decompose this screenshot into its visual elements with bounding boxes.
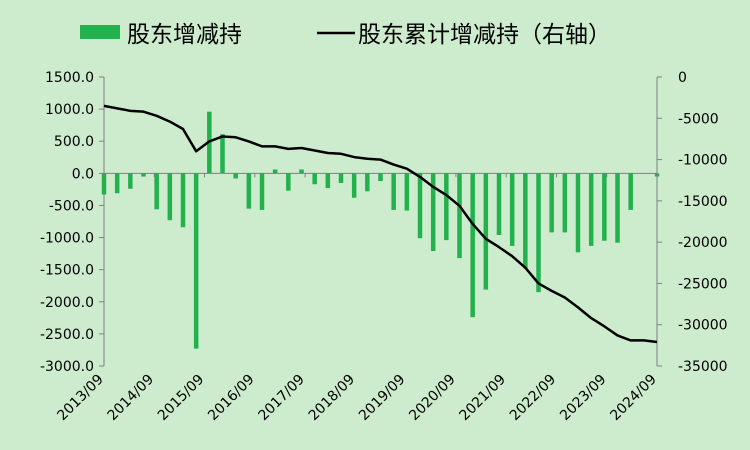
- y-right-ticks: 0 -5000 -10000 -15000 -20000 -25000 -30000 -350…: [657, 70, 728, 375]
- bar-20: [365, 173, 370, 192]
- x-tick-label: 2019/09: [356, 372, 408, 424]
- axes: [103, 77, 658, 366]
- x-tick-label: 2014/09: [105, 372, 157, 424]
- bar-0: [101, 173, 107, 195]
- y-left-tick-label: 500.0: [54, 134, 94, 150]
- bar-3: [141, 173, 146, 177]
- legend-line-label: 股东累计增减持（右轴）: [358, 22, 611, 48]
- y-right-tick-label: -20000: [678, 235, 728, 251]
- bar-38: [602, 173, 607, 241]
- bar-40: [628, 173, 633, 210]
- y-left-tick-label: -3000.0: [40, 359, 94, 375]
- bar-12: [259, 173, 265, 210]
- cumulative-line: [103, 104, 658, 344]
- bar-36: [575, 173, 581, 253]
- bar-10: [233, 173, 238, 179]
- bar-6: [180, 173, 186, 228]
- bar-32: [523, 173, 528, 269]
- y-right-tick-label: -25000: [678, 276, 728, 292]
- y-left-tick-label: 1500.0: [45, 70, 94, 86]
- bar-39: [615, 173, 620, 243]
- y-left-tick-label: -2500.0: [40, 327, 94, 343]
- x-tick-label: 2018/09: [306, 372, 358, 424]
- bar-34: [549, 173, 554, 233]
- y-left-tick-label: -500.0: [49, 198, 94, 214]
- bar-29: [483, 173, 489, 290]
- bar-15: [299, 169, 304, 174]
- bar-33: [536, 173, 541, 293]
- bar-31: [509, 173, 515, 246]
- x-tick-label: 2013/09: [54, 372, 106, 424]
- line-series: [103, 104, 658, 344]
- bar-23: [404, 173, 410, 211]
- y-right-tick-label: -5000: [678, 111, 719, 127]
- bar-35: [562, 173, 568, 233]
- y-right-tick-label: 0: [678, 70, 687, 86]
- x-tick-label: 2017/09: [255, 372, 307, 424]
- x-tick-label: 2022/09: [507, 372, 559, 424]
- y-left-tick-label: 1000.0: [45, 102, 94, 118]
- x-ticks: 2013/092014/092015/092016/092017/092018/…: [54, 173, 660, 424]
- bar-1: [114, 173, 120, 194]
- bar-9: [220, 134, 225, 174]
- y-right-tick-label: -30000: [678, 318, 728, 334]
- bar-16: [312, 173, 317, 185]
- bar-26: [444, 173, 449, 241]
- y-right-tick-label: -15000: [678, 194, 728, 210]
- x-tick-label: 2024/09: [607, 372, 659, 424]
- x-tick-label: 2016/09: [205, 372, 257, 424]
- y-left-tick-label: -1000.0: [40, 231, 94, 247]
- y-right-tick-label: -10000: [678, 153, 728, 169]
- bar-11: [246, 173, 252, 209]
- bar-14: [286, 173, 291, 191]
- bar-5: [167, 173, 173, 221]
- bar-7: [193, 173, 199, 349]
- legend-bar-label: 股东增减持: [127, 22, 242, 48]
- bar-21: [378, 173, 383, 182]
- bar-25: [430, 173, 436, 252]
- y-left-tick-label: 0.0: [72, 166, 94, 182]
- bar-28: [470, 173, 475, 318]
- bar-37: [588, 173, 594, 246]
- x-tick-label: 2021/09: [457, 372, 509, 424]
- legend-bar-swatch: [80, 25, 120, 39]
- bar-27: [457, 173, 462, 259]
- bar-22: [391, 173, 396, 210]
- bar-24: [417, 173, 423, 239]
- x-tick-label: 2023/09: [557, 372, 609, 424]
- bar-13: [272, 169, 278, 174]
- bar-17: [325, 173, 331, 189]
- bar-30: [496, 173, 502, 235]
- y-left-tick-label: -1500.0: [40, 263, 94, 279]
- x-tick-label: 2020/09: [406, 372, 458, 424]
- bar-18: [338, 173, 344, 183]
- legend: 股东增减持 股东累计增减持（右轴）: [80, 22, 611, 48]
- y-left-ticks: 1500.0 1000.0 500.0 0.0 -500.0 -1000.0 -1500.0…: [40, 70, 104, 375]
- y-right-tick-label: -35000: [678, 359, 728, 375]
- bar-4: [154, 173, 159, 210]
- bar-series: [101, 111, 660, 349]
- x-tick-label: 2015/09: [155, 372, 207, 424]
- y-left-tick-label: -2000.0: [40, 295, 94, 311]
- bar-2: [128, 173, 133, 189]
- bar-19: [351, 173, 357, 198]
